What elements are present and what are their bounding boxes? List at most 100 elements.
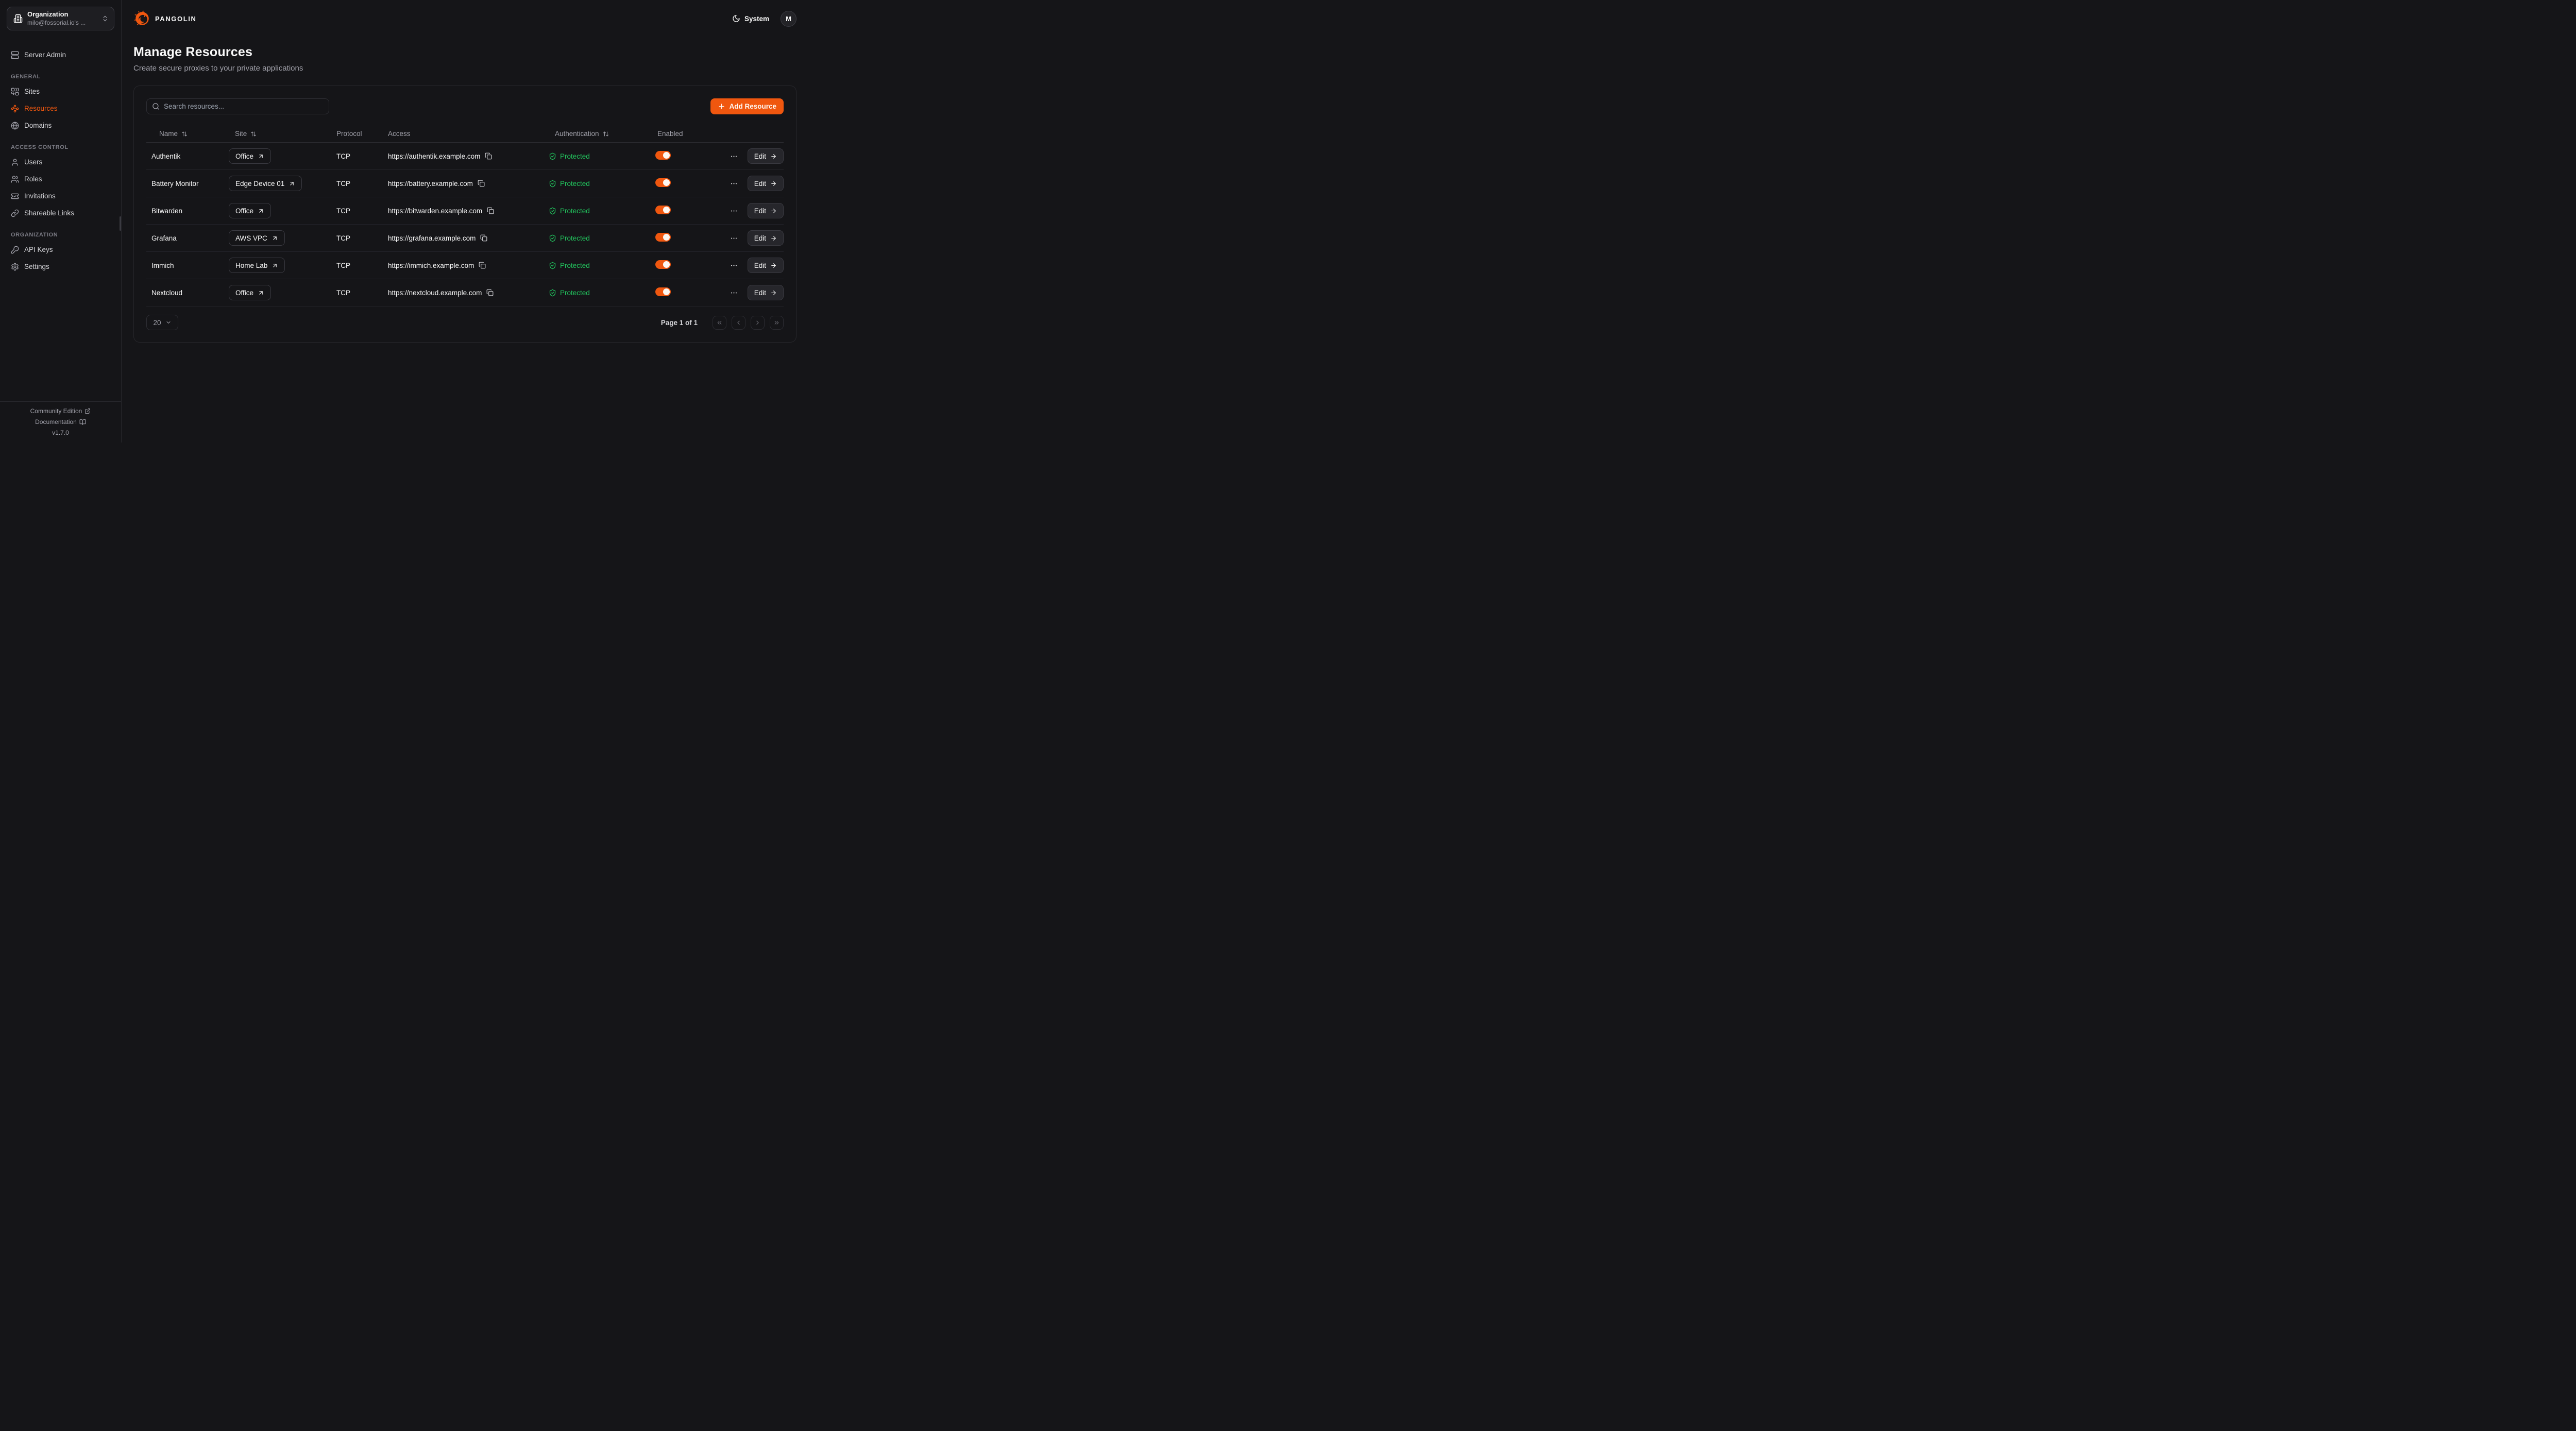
topbar: PANGOLIN System M — [133, 0, 796, 37]
site-link[interactable]: Office — [229, 148, 272, 164]
row-menu-icon[interactable] — [729, 288, 739, 298]
last-page-button[interactable] — [770, 315, 784, 330]
table-row: Nextcloud Office TCP https://nextcloud.e… — [146, 279, 784, 306]
sidebar-item-label: Shareable Links — [24, 209, 74, 217]
sidebar-scrollbar[interactable] — [120, 216, 121, 231]
arrow-right-icon — [770, 289, 777, 296]
column-header-name[interactable]: Name — [146, 130, 229, 138]
sidebar-item-label: Users — [24, 158, 43, 166]
resource-name: Nextcloud — [151, 288, 183, 297]
sidebar-item-resources[interactable]: Resources — [7, 100, 114, 117]
sidebar-item-invitations[interactable]: Invitations — [7, 188, 114, 205]
sort-icon — [250, 131, 257, 137]
edit-button[interactable]: Edit — [747, 176, 784, 191]
site-link[interactable]: Office — [229, 285, 272, 300]
site-link[interactable]: Office — [229, 203, 272, 218]
sidebar-item-users[interactable]: Users — [7, 154, 114, 171]
pagination: 20 Page 1 of 1 — [146, 315, 784, 330]
search-icon — [152, 103, 160, 110]
copy-icon[interactable] — [478, 180, 485, 187]
shield-check-icon — [549, 207, 556, 215]
site-link[interactable]: Home Lab — [229, 258, 285, 273]
page-size-select[interactable]: 20 — [146, 315, 178, 330]
sidebar-item-server-admin[interactable]: Server Admin — [7, 46, 114, 63]
org-switcher[interactable]: Organization milo@fossorial.io's ... — [7, 7, 114, 30]
enabled-toggle[interactable] — [655, 260, 671, 269]
shield-check-icon — [549, 234, 556, 242]
edit-button[interactable]: Edit — [747, 285, 784, 300]
copy-icon[interactable] — [486, 289, 494, 296]
resource-access-url: https://grafana.example.com — [388, 234, 476, 242]
enabled-toggle[interactable] — [655, 178, 671, 187]
auth-status: Protected — [560, 179, 590, 188]
column-header-authentication[interactable]: Authentication — [549, 130, 655, 138]
arrow-right-icon — [770, 180, 777, 187]
table-row: Authentik Office TCP https://authentik.e… — [146, 143, 784, 170]
next-page-button[interactable] — [751, 315, 765, 330]
avatar[interactable]: M — [781, 10, 796, 27]
arrow-up-right-icon — [272, 262, 278, 269]
sidebar-item-label: Domains — [24, 122, 52, 129]
enabled-toggle[interactable] — [655, 233, 671, 242]
column-header-site[interactable]: Site — [229, 130, 336, 138]
arrow-up-right-icon — [272, 235, 278, 242]
chevron-right-icon — [754, 319, 761, 326]
key-icon — [11, 246, 19, 254]
documentation-link[interactable]: Documentation — [35, 418, 86, 425]
sidebar-item-api-keys[interactable]: API Keys — [7, 241, 114, 258]
sidebar-item-domains[interactable]: Domains — [7, 117, 114, 134]
sidebar-item-sites[interactable]: Sites — [7, 83, 114, 100]
search-input[interactable] — [164, 103, 324, 110]
row-menu-icon[interactable] — [729, 151, 739, 161]
page-status: Page 1 of 1 — [660, 318, 698, 327]
server-icon — [11, 51, 19, 59]
ticket-check-icon — [11, 192, 19, 200]
copy-icon[interactable] — [479, 262, 486, 269]
first-page-button[interactable] — [713, 315, 726, 330]
enabled-toggle[interactable] — [655, 151, 671, 160]
resource-access-url: https://battery.example.com — [388, 179, 473, 188]
edit-button[interactable]: Edit — [747, 258, 784, 273]
resource-protocol: TCP — [336, 207, 350, 215]
enabled-toggle[interactable] — [655, 287, 671, 296]
row-menu-icon[interactable] — [729, 261, 739, 270]
sidebar-item-label: Sites — [24, 88, 40, 95]
chevrons-right-icon — [773, 319, 780, 326]
page-subtitle: Create secure proxies to your private ap… — [133, 64, 303, 73]
row-menu-icon[interactable] — [729, 206, 739, 216]
copy-icon[interactable] — [480, 234, 487, 242]
chevrons-left-icon — [716, 319, 723, 326]
version-label: v1.7.0 — [52, 429, 69, 436]
sidebar-item-roles[interactable]: Roles — [7, 171, 114, 188]
resource-access-url: https://nextcloud.example.com — [388, 288, 482, 297]
edit-button[interactable]: Edit — [747, 230, 784, 246]
site-link[interactable]: Edge Device 01 — [229, 176, 302, 191]
enabled-toggle[interactable] — [655, 206, 671, 214]
sidebar-item-settings[interactable]: Settings — [7, 258, 114, 275]
resource-access-url: https://immich.example.com — [388, 261, 474, 269]
section-heading-access-control: ACCESS CONTROL — [11, 144, 69, 150]
pangolin-logo — [133, 10, 151, 27]
copy-icon[interactable] — [487, 207, 494, 214]
sidebar-item-shareable-links[interactable]: Shareable Links — [7, 205, 114, 222]
previous-page-button[interactable] — [732, 315, 745, 330]
shield-check-icon — [549, 289, 556, 297]
resource-access-url: https://authentik.example.com — [388, 152, 481, 160]
sidebar-nav: Server Admin GENERAL Sites Resources Do — [0, 37, 121, 401]
site-link[interactable]: AWS VPC — [229, 230, 285, 246]
theme-toggle[interactable]: System — [732, 14, 769, 23]
sidebar-item-label: Resources — [24, 105, 58, 112]
resource-name: Grafana — [151, 234, 177, 242]
community-edition-link[interactable]: Community Edition — [30, 407, 91, 415]
auth-status: Protected — [560, 261, 590, 269]
arrow-up-right-icon — [258, 153, 264, 160]
copy-icon[interactable] — [485, 152, 492, 160]
gear-icon — [11, 263, 19, 271]
edit-button[interactable]: Edit — [747, 203, 784, 218]
edit-button[interactable]: Edit — [747, 148, 784, 164]
row-menu-icon[interactable] — [729, 179, 739, 189]
add-resource-button[interactable]: Add Resource — [710, 98, 784, 114]
chevron-left-icon — [735, 319, 742, 326]
resource-name: Battery Monitor — [151, 179, 199, 188]
row-menu-icon[interactable] — [729, 233, 739, 243]
